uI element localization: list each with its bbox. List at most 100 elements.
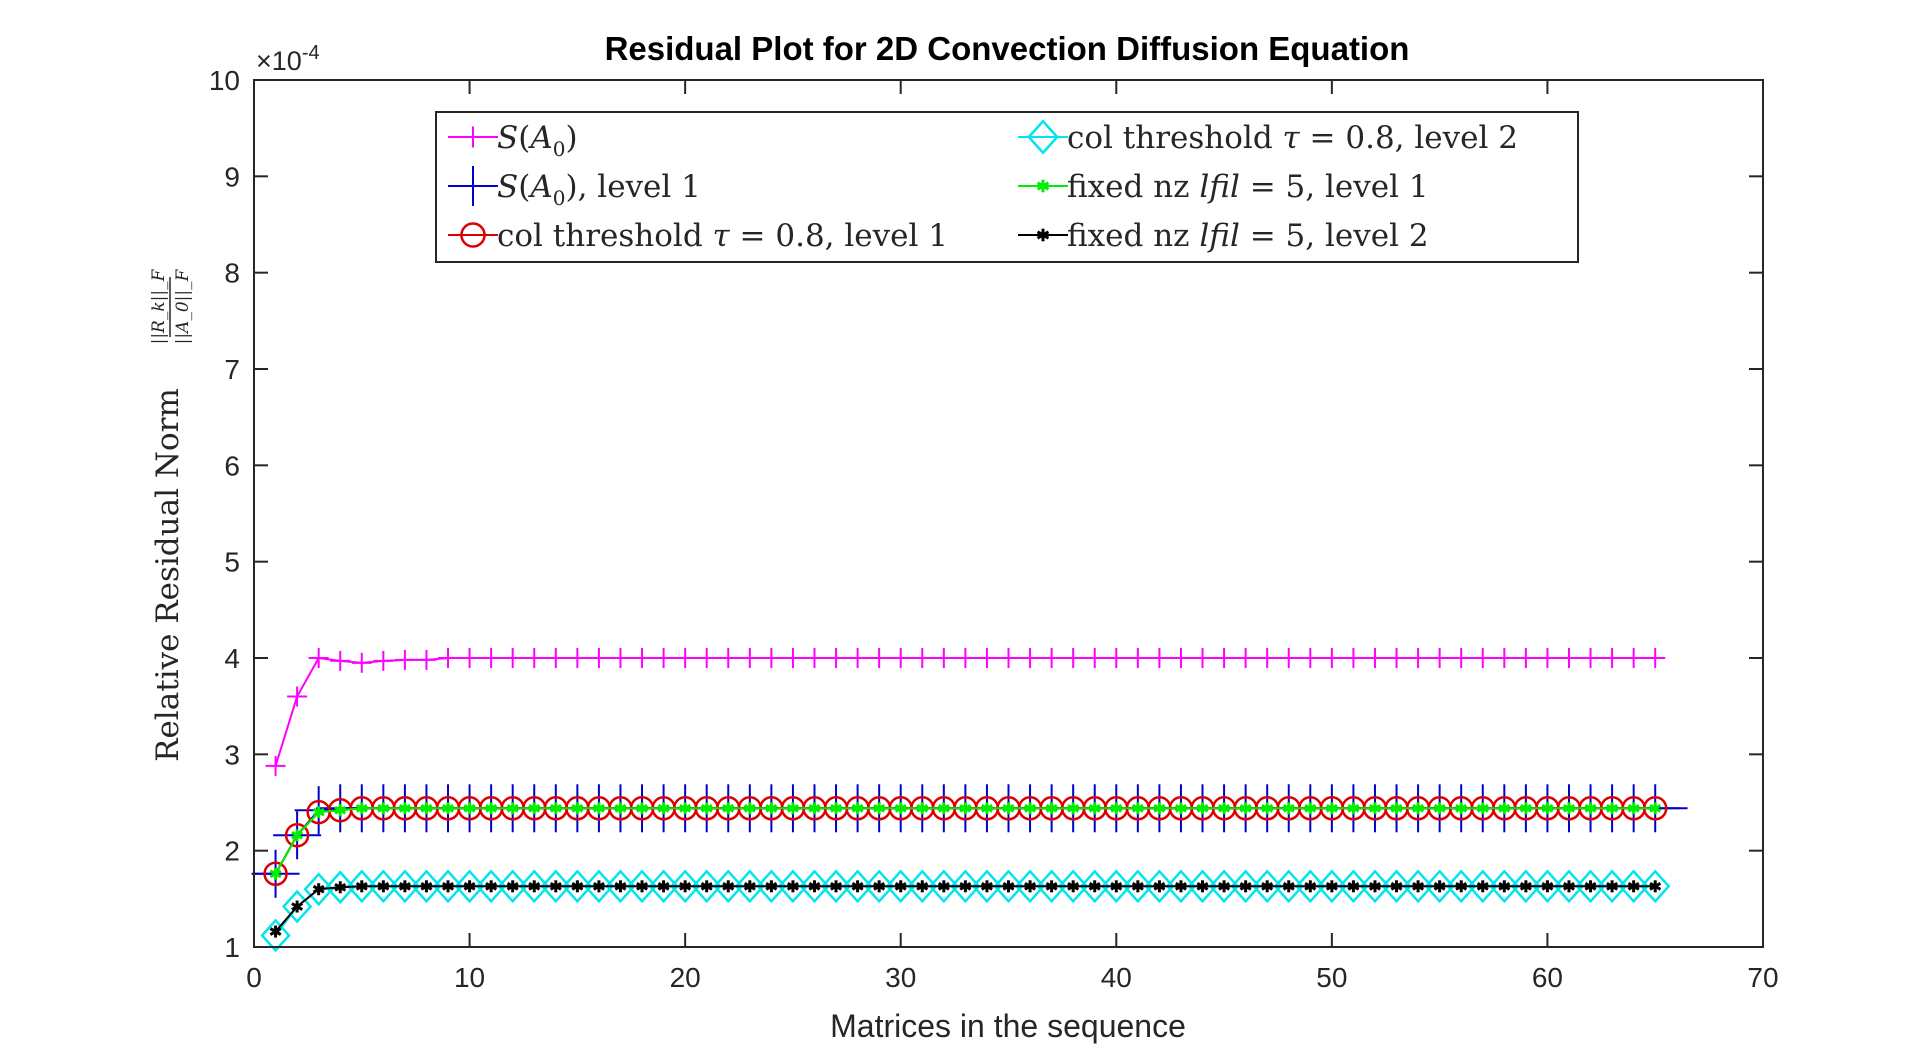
chart-title: Residual Plot for 2D Convection Diffusio… [605,30,1410,67]
data-point [291,829,304,842]
data-point [1295,869,1326,904]
data-point [1149,648,1170,668]
data-point [571,880,584,893]
series-line [274,656,1656,767]
data-point [959,802,972,815]
data-point [1261,802,1274,815]
data-point [1596,869,1628,904]
data-point [1338,869,1369,904]
data-point [1347,880,1360,893]
data-point [1476,802,1489,815]
legend-item: col threshold τ = 0.8, level 1 [448,218,948,254]
legend-box [435,111,1579,263]
data-point [1196,880,1209,893]
data-point [438,648,459,668]
data-point [398,802,411,815]
data-point [528,880,541,893]
data-point [1467,869,1498,904]
data-point [976,648,997,668]
data-point [355,802,368,815]
data-point [1519,802,1532,815]
data-point [463,802,476,815]
data-point [1208,869,1240,904]
data-point [679,802,692,815]
data-point [481,648,502,668]
data-point [993,869,1024,904]
legend-label: fixed nz lfil = 5, level 2 [1067,218,1429,254]
data-point [782,648,803,668]
data-point [1067,880,1080,893]
data-point [1645,648,1666,668]
data-point [260,918,291,953]
y-axis-label-text: Relative Residual Norm [150,388,186,762]
data-point [454,869,485,904]
x-tick-label: 30 [885,962,916,993]
data-point [1304,802,1317,815]
data-point [411,869,442,904]
data-point [1359,869,1391,904]
x-tick-label: 50 [1316,962,1347,993]
data-point [334,881,347,894]
data-point [632,648,653,668]
legend-label: fixed nz lfil = 5, level 1 [1067,169,1429,205]
data-point [1325,802,1338,815]
data-point [1045,880,1058,893]
data-point [583,869,615,904]
data-point [1036,179,1050,193]
data-point [1036,228,1050,242]
y-axis-label-denominator: ||A_0||_F [173,268,193,344]
data-point [506,880,519,893]
data-point [265,755,286,776]
data-point [830,880,842,893]
data-point [1412,802,1425,815]
data-point [907,869,938,904]
svg-text:×10-4: ×10-4 [256,42,320,76]
legend: S(A0) S(A0), level 1 col threshold τ = 0.8… [435,111,1579,263]
data-point [636,880,648,893]
data-point [933,648,954,668]
data-point [1386,648,1407,668]
y-tick-label: 7 [224,354,240,385]
data-point [756,869,787,904]
data-point [1088,880,1101,893]
data-point [506,802,519,815]
x-tick-label: 60 [1532,962,1563,993]
y-tick-label: 2 [224,836,240,867]
data-point [1084,648,1105,668]
data-point [416,649,437,670]
y-tick-label: 3 [224,739,240,770]
data-point [1476,880,1489,893]
data-point [873,802,886,815]
data-point [847,648,868,668]
data-point [1024,802,1037,815]
legend-item: fixed nz lfil = 5, level 1 [1018,169,1429,205]
data-point [1580,648,1601,668]
series-1 [251,784,1688,898]
data-point [334,804,347,817]
data-point [1175,880,1187,893]
data-point [1024,880,1037,893]
x-axis-ticks: 0 10 20 30 40 50 60 70 [246,80,1779,993]
data-point [1131,880,1144,893]
data-point [308,648,329,668]
legend-label: col threshold τ = 0.8, level 1 [497,218,948,254]
data-point [679,880,692,893]
data-point [475,869,507,904]
data-point [950,869,981,904]
x-tick-label: 0 [246,962,262,993]
data-point [1127,648,1148,668]
data-point [485,880,498,893]
data-point [1369,880,1381,893]
data-point [1057,869,1089,904]
data-point [1381,869,1412,904]
data-point [540,869,571,904]
data-point [389,869,421,904]
data-point [459,648,480,668]
data-point [734,869,765,904]
data-point [937,802,950,815]
data-point [1192,648,1213,668]
data-point [955,648,976,668]
data-point [1282,802,1295,815]
data-point [1575,869,1606,904]
data-point [786,880,799,893]
